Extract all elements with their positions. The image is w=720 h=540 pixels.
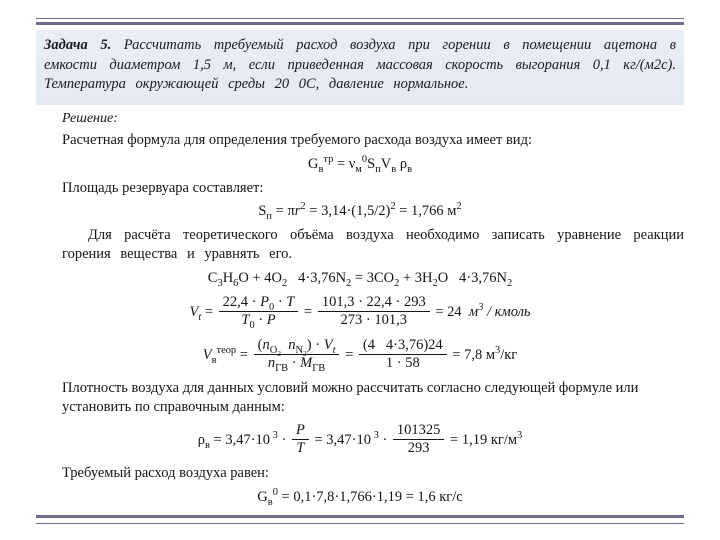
rule-bot-thick xyxy=(36,515,684,518)
formula-reaction: C3H6O + 4O2 4·3,76N2 = 3CO2 + 3H2O 4·3,7… xyxy=(36,266,684,291)
solution-label: Решение: xyxy=(36,105,684,129)
page: Задача 5. Рассчитать требуемый расход во… xyxy=(0,0,720,540)
formula-vv: Vвтеор = (nO2 nN2) · VtnГВ · MГВ = (4 4·… xyxy=(36,334,684,377)
content: Задача 5. Рассчитать требуемый расход во… xyxy=(36,30,684,510)
rule-top-thin xyxy=(36,18,684,19)
formula-result: Gв0 = 0,1·7,8·1,766·1,19 = 1,6 кг/с xyxy=(36,485,684,510)
problem-box: Задача 5. Рассчитать требуемый расход во… xyxy=(36,30,684,105)
problem-text: Рассчитать требуемый расход воздуха при … xyxy=(44,37,676,92)
para-density: Плотность воздуха для данных условий мож… xyxy=(36,377,684,419)
problem-label: Задача 5. xyxy=(44,37,111,53)
rule-top-thick xyxy=(36,22,684,25)
formula-density: ρв = 3,47·10 3 · PT = 3,47·10 3 · 101325… xyxy=(36,419,684,462)
para-theor-intro: Для расчёта теоретического объёма воздух… xyxy=(36,224,684,266)
para-area: Площадь резервуара составляет: xyxy=(36,177,684,200)
formula-vt: Vt = 22,4 · P0 · TT0 · P = 101,3 · 22,4 … xyxy=(36,291,684,334)
formula-area: Sп = πr2 = 3,14·(1,5/2)2 = 1,766 м2 xyxy=(36,199,684,224)
formula-main: Gвтр = νм0SпVв ρв xyxy=(36,152,684,177)
rule-bot-thin xyxy=(36,523,684,524)
para-formula-intro: Расчетная формула для определения требуе… xyxy=(36,129,684,152)
para-result: Требуемый расход воздуха равен: xyxy=(36,462,684,485)
